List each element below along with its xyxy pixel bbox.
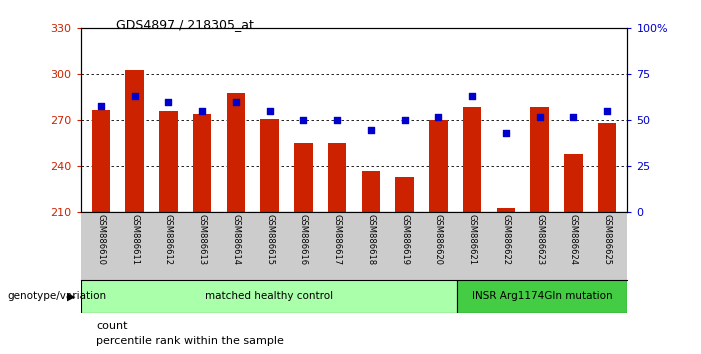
Text: GSM886621: GSM886621 [468, 215, 477, 266]
Text: GSM886624: GSM886624 [569, 215, 578, 266]
Bar [598, 124, 616, 212]
Text: GSM886623: GSM886623 [535, 215, 544, 266]
Text: GSM886616: GSM886616 [299, 215, 308, 266]
Bar [193, 114, 212, 212]
Text: GSM886618: GSM886618 [367, 215, 375, 266]
Text: ▶: ▶ [67, 291, 75, 302]
Text: INSR Arg1174Gln mutation: INSR Arg1174Gln mutation [472, 291, 612, 302]
Bar [531, 107, 549, 212]
Point [332, 118, 343, 123]
Text: GSM886615: GSM886615 [265, 215, 274, 266]
Bar [564, 154, 583, 212]
Text: GSM886611: GSM886611 [130, 215, 139, 266]
Point [196, 108, 207, 114]
Text: GSM886614: GSM886614 [231, 215, 240, 266]
Bar [463, 107, 482, 212]
Point [129, 93, 140, 99]
Bar [260, 119, 279, 212]
Text: matched healthy control: matched healthy control [205, 291, 333, 302]
Bar [429, 120, 448, 212]
Bar [362, 171, 380, 212]
Bar [92, 110, 110, 212]
Text: GSM886613: GSM886613 [198, 215, 207, 266]
Text: GSM886610: GSM886610 [96, 215, 105, 266]
Bar [496, 208, 515, 212]
Bar [456, 280, 627, 313]
Text: genotype/variation: genotype/variation [7, 291, 106, 302]
Text: count: count [96, 321, 128, 331]
Point [298, 118, 309, 123]
Point [95, 103, 107, 108]
Point [264, 108, 275, 114]
Text: GDS4897 / 218305_at: GDS4897 / 218305_at [116, 18, 254, 31]
Bar [294, 143, 313, 212]
Bar [159, 111, 177, 212]
Text: GSM886625: GSM886625 [603, 215, 612, 266]
Text: GSM886612: GSM886612 [164, 215, 173, 266]
Point [467, 93, 478, 99]
Bar [328, 143, 346, 212]
Point [568, 114, 579, 120]
Point [501, 130, 512, 136]
Bar [81, 280, 456, 313]
Point [433, 114, 444, 120]
Point [534, 114, 545, 120]
Text: percentile rank within the sample: percentile rank within the sample [96, 336, 284, 346]
Text: GSM886619: GSM886619 [400, 215, 409, 266]
Text: GSM886622: GSM886622 [501, 215, 510, 266]
Text: GSM886617: GSM886617 [333, 215, 341, 266]
Bar [125, 70, 144, 212]
Point [230, 99, 241, 105]
Point [399, 118, 410, 123]
Point [163, 99, 174, 105]
Bar [226, 93, 245, 212]
Point [365, 127, 376, 132]
Point [601, 108, 613, 114]
Text: GSM886620: GSM886620 [434, 215, 443, 266]
Bar [395, 177, 414, 212]
